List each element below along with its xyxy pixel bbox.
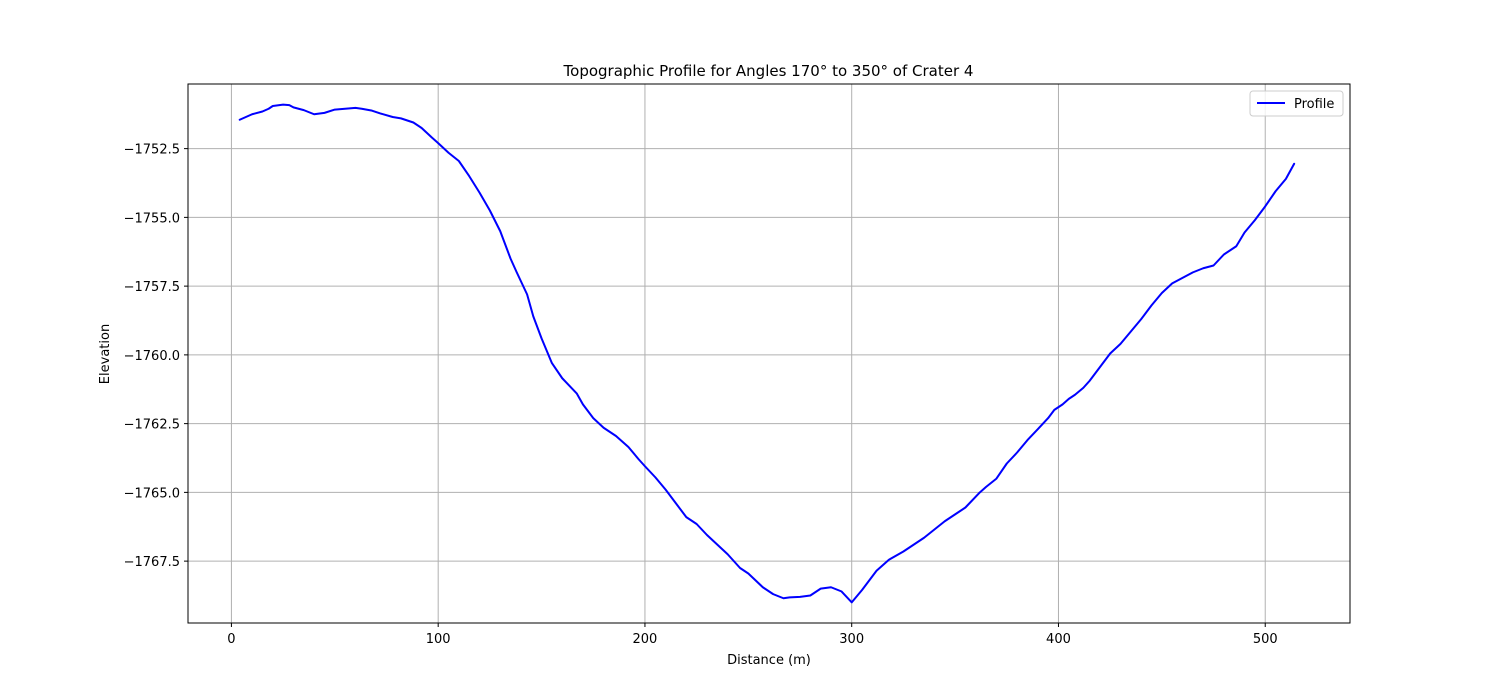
y-tick-label: −1762.5: [124, 418, 180, 433]
x-axis: 0 100 200 300 400 500: [227, 623, 1278, 647]
x-tick-label: 300: [839, 632, 864, 647]
x-tick-label: 200: [633, 632, 658, 647]
y-tick-label: −1755.0: [124, 211, 180, 226]
legend: Profile: [1249, 90, 1344, 117]
y-tick-label: −1760.0: [124, 349, 180, 364]
profile-line: [238, 103, 1296, 604]
plot-area-frame: [187, 83, 1351, 624]
legend-label-profile: Profile: [1294, 97, 1334, 112]
x-tick-label: 500: [1253, 632, 1278, 647]
y-tick-label: −1765.0: [124, 486, 180, 501]
grid-layer: [188, 84, 1350, 623]
y-tick-label: −1752.5: [124, 143, 180, 158]
x-axis-label: Distance (m): [727, 653, 811, 668]
y-axis: −1752.5 −1755.0 −1757.5 −1760.0 −1762.5 −1765…: [124, 143, 188, 570]
legend-box: [1249, 90, 1344, 117]
chart-title: Topographic Profile for Angles 170° to 3…: [563, 62, 974, 80]
y-axis-label: Elevation: [98, 324, 113, 384]
y-tick-label: −1757.5: [124, 280, 180, 295]
series-layer: [238, 103, 1296, 604]
x-tick-label: 400: [1046, 632, 1071, 647]
x-tick-label: 0: [227, 632, 235, 647]
y-tick-label: −1767.5: [124, 555, 180, 570]
x-tick-label: 100: [426, 632, 451, 647]
